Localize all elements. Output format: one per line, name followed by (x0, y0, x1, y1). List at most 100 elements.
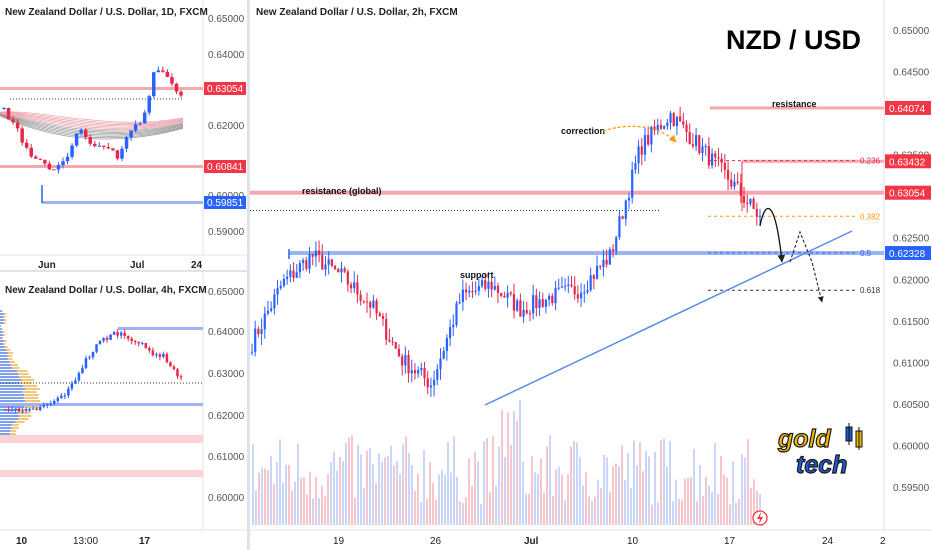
h4-candle (3, 409, 7, 411)
price-badge (885, 100, 931, 115)
volume-profile-bar (21, 379, 35, 381)
main-candle (490, 281, 493, 290)
volume-bar (501, 409, 503, 525)
volume-bar (264, 468, 266, 525)
volume-bar (615, 463, 617, 525)
main-candle (266, 310, 270, 314)
daily-chart-pane[interactable]: New Zealand Dollar / U.S. Dollar, 1D, FX… (0, 0, 247, 271)
volume-bar (672, 501, 674, 525)
h4-candle (141, 342, 144, 344)
main-candle (407, 355, 410, 374)
main-candle (621, 216, 624, 219)
h4-time-axis[interactable]: 10 13:00 17 (16, 536, 151, 547)
main-candle (512, 293, 516, 311)
h4-candle (21, 410, 24, 412)
main-candle (480, 280, 484, 287)
main-candle (746, 202, 749, 204)
h4-candle (172, 366, 176, 370)
h4-candle (119, 332, 123, 336)
volume-profile-bar (25, 400, 41, 402)
volume-profile-bar (0, 355, 8, 357)
main-candle (647, 134, 650, 145)
volume-profile-bar (0, 343, 4, 345)
h4-candle (10, 410, 14, 412)
volume-bar (351, 435, 353, 525)
volume-bar (723, 474, 725, 525)
volume-bar (471, 485, 473, 525)
main-candle (302, 260, 305, 264)
volume-bar (573, 441, 575, 525)
volume-bar (297, 443, 299, 525)
volume-bar (489, 492, 491, 525)
daily-resistance-line-lower (0, 165, 203, 168)
main-candle (442, 350, 445, 359)
main-candle (749, 198, 752, 204)
volume-bar (591, 500, 593, 525)
main-candle (455, 303, 458, 325)
h4-price-axis[interactable]: 0.65000 0.64000 0.63000 0.62000 0.61000 … (208, 287, 245, 504)
pane-divider-horizontal[interactable] (0, 270, 247, 272)
daily-time-axis[interactable]: Jun Jul 24 (38, 260, 203, 271)
main-candle (509, 292, 512, 294)
h4-volume-profile (0, 310, 41, 441)
main-candle (624, 200, 627, 219)
daily-candle (161, 70, 165, 72)
main-chart-pane[interactable]: New Zealand Dollar / U.S. Dollar, 2h, FX… (250, 0, 932, 547)
correction-arrow (602, 125, 677, 143)
h4-x-tick: 13:00 (73, 536, 98, 547)
main-candle (378, 313, 381, 316)
daily-candle (133, 124, 138, 131)
main-candle (496, 285, 500, 293)
ascending-trendline[interactable] (484, 230, 853, 406)
volume-profile-bar (0, 310, 2, 312)
main-candle (522, 309, 525, 317)
main-candle (330, 259, 333, 266)
volume-profile-bar (7, 358, 13, 360)
main-candle (394, 342, 397, 349)
daily-price-badge-label: 0.63054 (207, 84, 244, 95)
daily-candle (152, 72, 156, 97)
volume-bar (492, 436, 494, 525)
volume-bar (282, 482, 284, 525)
fibonacci-retracement: 0.236 0.382 0.5 0.618 (708, 157, 881, 295)
daily-candle (38, 158, 43, 160)
volume-profile-bar (0, 319, 5, 321)
h4-candle (151, 350, 155, 356)
fib-level-label: 0.382 (860, 212, 881, 221)
volume-bar (375, 483, 377, 525)
main-candle (276, 288, 279, 295)
h4-candle (42, 404, 45, 407)
h4-candle (63, 395, 67, 397)
h4-chart-pane[interactable]: New Zealand Dollar / U.S. Dollar, 4h, FX… (0, 272, 247, 547)
volume-bar (585, 472, 587, 525)
correction-label: correction (561, 126, 605, 136)
h4-candle (165, 353, 169, 363)
volume-bar (393, 465, 395, 525)
volume-bar (252, 444, 254, 525)
main-time-axis[interactable]: 19 26 Jul 10 17 24 2 (333, 536, 886, 547)
h4-candle (162, 353, 165, 357)
daily-candle (97, 145, 102, 147)
volume-profile-bar (9, 361, 16, 363)
volume-bar (345, 442, 347, 525)
volume-bar (546, 446, 548, 525)
volume-bar (720, 455, 722, 525)
volume-profile-bar (0, 361, 10, 363)
volume-profile-bar (18, 412, 30, 414)
volume-bar (255, 490, 257, 525)
main-candle (541, 299, 544, 307)
main-candle (544, 299, 548, 307)
h4-y-tick: 0.63000 (208, 369, 245, 380)
pane-divider-vertical[interactable] (247, 0, 250, 550)
main-candle (599, 265, 602, 268)
volume-profile-bar (0, 331, 3, 333)
daily-candle (24, 142, 29, 148)
fib-level-label: 0.5 (860, 249, 872, 258)
volume-profile-bar (0, 415, 20, 417)
volume-bar (258, 472, 260, 525)
h4-resistance-level (118, 327, 203, 330)
volume-bar (396, 460, 398, 525)
main-candle (420, 368, 423, 371)
h4-candle (176, 369, 179, 377)
